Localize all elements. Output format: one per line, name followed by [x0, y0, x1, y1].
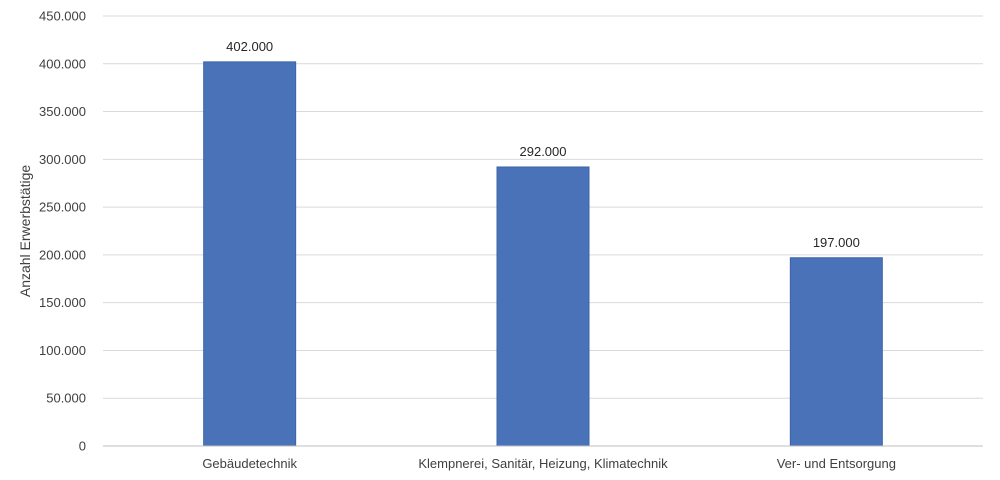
y-tick-label: 150.000: [39, 295, 86, 310]
data-label: 402.000: [226, 39, 273, 54]
y-axis-title: Anzahl Erwerbstätige: [17, 165, 33, 298]
bars: [203, 61, 883, 447]
y-tick-label: 300.000: [39, 152, 86, 167]
bar: [496, 166, 590, 447]
x-tick-label: Gebäudetechnik: [202, 456, 297, 471]
y-tick-label: 50.000: [46, 391, 86, 406]
y-tick-label: 100.000: [39, 343, 86, 358]
bar: [203, 61, 297, 447]
y-axis-ticks: 0 50.000 100.000 150.000 200.000 250.000 300.0…: [39, 9, 86, 454]
x-axis-ticks: Gebäudetechnik Klempnerei, Sanitär, Heizu…: [202, 456, 896, 471]
y-tick-label: 450.000: [39, 9, 86, 24]
y-tick-label: 200.000: [39, 247, 86, 262]
y-tick-label: 400.000: [39, 56, 86, 71]
x-tick-label: Klempnerei, Sanitär, Heizung, Klimatechn…: [418, 456, 668, 471]
data-label: 197.000: [813, 235, 860, 250]
y-tick-label: 350.000: [39, 104, 86, 119]
data-label: 292.000: [520, 144, 567, 159]
y-tick-label: 250.000: [39, 200, 86, 215]
y-tick-label: 0: [79, 439, 86, 454]
bar: [789, 257, 883, 447]
x-tick-label: Ver- und Entsorgung: [777, 456, 896, 471]
data-labels: 402.000 292.000 197.000: [226, 39, 860, 250]
